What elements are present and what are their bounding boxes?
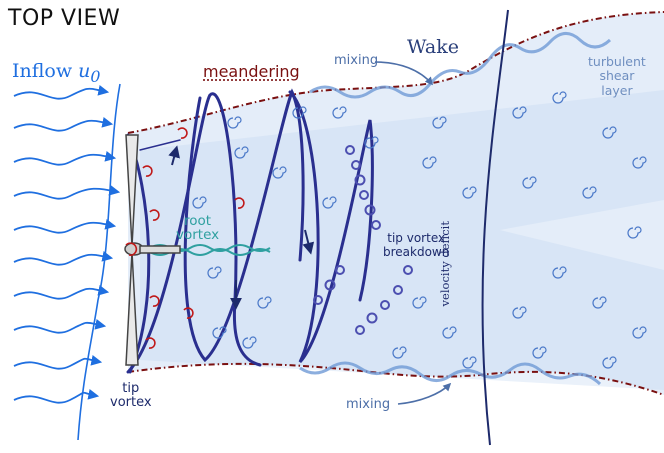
root-vortex-label: root vortex [176, 214, 219, 242]
inflow-arrow [14, 121, 111, 131]
diagram-title: TOP VIEW [8, 8, 120, 30]
mixing-arrow-bottom [398, 384, 450, 404]
inflow-arrow [14, 223, 114, 233]
inflow-arrow [14, 393, 97, 403]
tip-vortex-label: tip vortex [110, 382, 152, 411]
inflow-arrow [14, 255, 111, 265]
mixing-label-top: mixing [334, 54, 378, 67]
inflow-text: Inflow [12, 60, 72, 82]
mixing-arrow-top [375, 62, 432, 84]
inflow-arrow [14, 323, 104, 333]
turbulent-shear-layer-label: turbulent shear layer [588, 55, 646, 98]
inflow-arrow [14, 189, 118, 199]
velocity-deficit-label: velocity deficit [440, 221, 452, 306]
meandering-label: meandering [203, 64, 300, 80]
inflow-arrow [14, 89, 107, 99]
inflow-arrow [14, 289, 107, 299]
inflow-arrows [14, 89, 118, 403]
wake-label: Wake [407, 38, 459, 57]
inflow-label: Inflow u0 [12, 62, 101, 85]
inflow-subscript: 0 [90, 67, 100, 86]
inflow-arrow [14, 155, 114, 165]
mixing-label-bottom: mixing [346, 398, 390, 411]
inflow-symbol: u [78, 60, 90, 82]
